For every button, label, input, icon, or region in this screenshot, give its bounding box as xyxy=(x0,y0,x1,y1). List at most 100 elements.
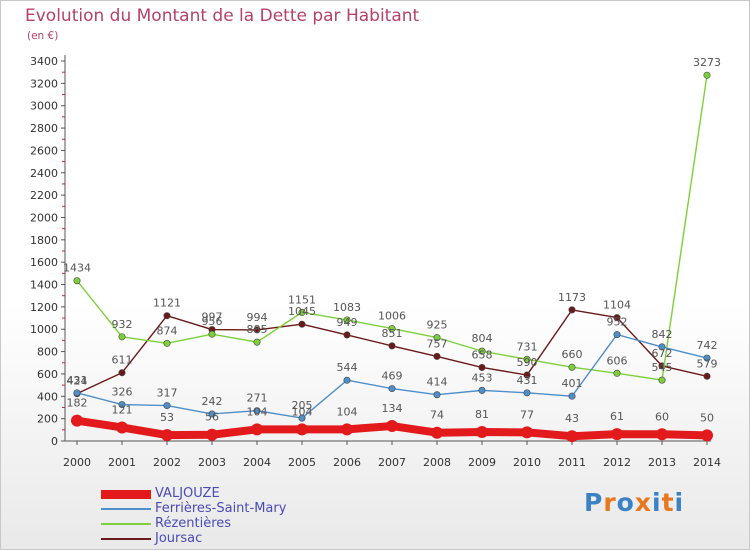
data-point xyxy=(568,306,576,314)
data-point xyxy=(568,392,576,400)
data-point xyxy=(703,71,711,79)
x-tick-label: 2006 xyxy=(333,456,361,469)
data-label: 271 xyxy=(247,392,268,405)
legend-label: Joursac xyxy=(155,531,203,546)
data-point xyxy=(161,429,173,442)
legend-swatch xyxy=(101,489,151,499)
data-point xyxy=(388,325,396,333)
data-label: 431 xyxy=(67,374,88,387)
data-point xyxy=(73,389,81,397)
data-label: 1434 xyxy=(63,262,91,275)
x-tick-label: 2012 xyxy=(603,456,631,469)
y-tick-label: 2400 xyxy=(30,167,58,180)
x-tick-label: 2007 xyxy=(378,456,406,469)
data-point xyxy=(478,347,486,355)
data-label: 1006 xyxy=(378,310,406,323)
legend-label: Rézentières xyxy=(155,516,232,531)
y-tick-label: 600 xyxy=(37,368,58,381)
data-point xyxy=(431,426,443,439)
logo-letter: i xyxy=(652,488,662,517)
data-label: 134 xyxy=(382,402,403,415)
logo-letter: x xyxy=(634,488,652,517)
data-label: 414 xyxy=(427,376,448,389)
data-point xyxy=(253,326,261,334)
data-label: 851 xyxy=(382,327,403,340)
y-tick-label: 2800 xyxy=(30,122,58,135)
data-point xyxy=(523,355,531,363)
data-point xyxy=(613,369,621,377)
x-tick-label: 2009 xyxy=(468,456,496,469)
data-point xyxy=(478,386,486,394)
data-point xyxy=(658,343,666,351)
data-label: 658 xyxy=(472,348,493,361)
data-point xyxy=(298,414,306,422)
data-point xyxy=(71,414,83,427)
data-label: 952 xyxy=(607,316,628,329)
data-label: 925 xyxy=(427,319,448,332)
data-point xyxy=(208,410,216,418)
data-label: 885 xyxy=(247,323,268,336)
data-point xyxy=(388,342,396,350)
data-point xyxy=(296,423,308,436)
data-label: 121 xyxy=(112,403,133,416)
data-label: 453 xyxy=(472,371,493,384)
data-label: 205 xyxy=(292,399,313,412)
data-point xyxy=(703,372,711,380)
data-point xyxy=(118,401,126,409)
data-label: 590 xyxy=(517,356,538,369)
data-label: 469 xyxy=(382,370,403,383)
x-tick-label: 2005 xyxy=(288,456,316,469)
data-label: 660 xyxy=(562,348,583,361)
data-point xyxy=(613,314,621,322)
data-label: 242 xyxy=(202,395,223,408)
data-label: 1083 xyxy=(333,301,361,314)
data-point xyxy=(118,369,126,377)
data-label: 104 xyxy=(292,405,313,418)
data-label: 431 xyxy=(517,374,538,387)
data-point xyxy=(253,407,261,415)
data-point xyxy=(433,391,441,399)
data-point xyxy=(478,363,486,371)
data-point xyxy=(476,425,488,438)
x-tick-label: 2000 xyxy=(63,456,91,469)
data-point xyxy=(523,371,531,379)
y-tick-label: 200 xyxy=(37,413,58,426)
data-point xyxy=(521,426,533,439)
data-point xyxy=(163,339,171,347)
chart-unit: (en €) xyxy=(27,30,59,42)
data-label: 326 xyxy=(112,386,133,399)
y-tick-label: 2600 xyxy=(30,144,58,157)
data-label: 842 xyxy=(652,328,673,341)
data-point xyxy=(163,312,171,320)
x-tick-label: 2014 xyxy=(693,456,721,469)
data-point xyxy=(343,316,351,324)
y-tick-label: 1000 xyxy=(30,323,58,336)
data-label: 401 xyxy=(562,377,583,390)
data-label: 81 xyxy=(475,408,489,421)
y-tick-label: 2200 xyxy=(30,189,58,202)
data-label: 932 xyxy=(112,318,133,331)
data-label: 74 xyxy=(430,409,444,422)
data-point xyxy=(388,385,396,393)
data-point xyxy=(658,376,666,384)
logo-letter: t xyxy=(661,488,675,517)
data-point xyxy=(208,330,216,338)
data-label: 50 xyxy=(700,411,714,424)
y-tick-label: 400 xyxy=(37,390,58,403)
data-label: 3273 xyxy=(693,56,721,69)
y-tick-label: 1600 xyxy=(30,256,58,269)
data-label: 544 xyxy=(337,361,358,374)
data-point xyxy=(656,428,668,441)
data-point xyxy=(341,423,353,436)
y-tick-label: 1800 xyxy=(30,234,58,247)
data-label: 104 xyxy=(337,405,358,418)
data-label: 949 xyxy=(337,316,358,329)
x-tick-label: 2002 xyxy=(153,456,181,469)
data-point xyxy=(343,331,351,339)
data-point xyxy=(433,352,441,360)
data-label: 545 xyxy=(652,361,673,374)
data-label: 1121 xyxy=(153,297,181,310)
y-tick-label: 800 xyxy=(37,346,58,359)
